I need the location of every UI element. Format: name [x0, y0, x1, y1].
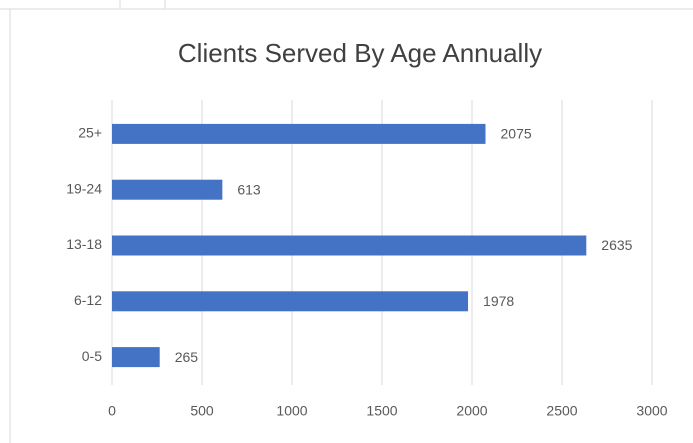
bar: [112, 123, 486, 144]
y-tick-label: 0-5: [82, 348, 102, 364]
chart-title: Clients Served By Age Annually: [178, 38, 542, 68]
y-tick-label: 19-24: [66, 180, 102, 196]
x-tick-label: 500: [190, 403, 214, 419]
bar: [112, 179, 223, 200]
x-tick-label: 2500: [546, 403, 577, 419]
x-tick-label: 2000: [456, 403, 487, 419]
bar: [112, 347, 160, 368]
y-tick-label: 6-12: [74, 292, 102, 308]
data-label: 2075: [501, 126, 532, 142]
y-tick-label: 25+: [78, 125, 102, 141]
bar: [112, 235, 587, 256]
data-label: 2635: [601, 237, 632, 253]
data-label: 265: [175, 349, 199, 365]
data-label: 613: [237, 181, 261, 197]
data-label: 1978: [483, 293, 514, 309]
bar: [112, 291, 469, 312]
x-tick-label: 1500: [366, 403, 397, 419]
x-tick-label: 3000: [636, 403, 667, 419]
y-tick-label: 13-18: [66, 236, 102, 252]
x-tick-label: 1000: [276, 403, 307, 419]
x-tick-label: 0: [108, 403, 116, 419]
